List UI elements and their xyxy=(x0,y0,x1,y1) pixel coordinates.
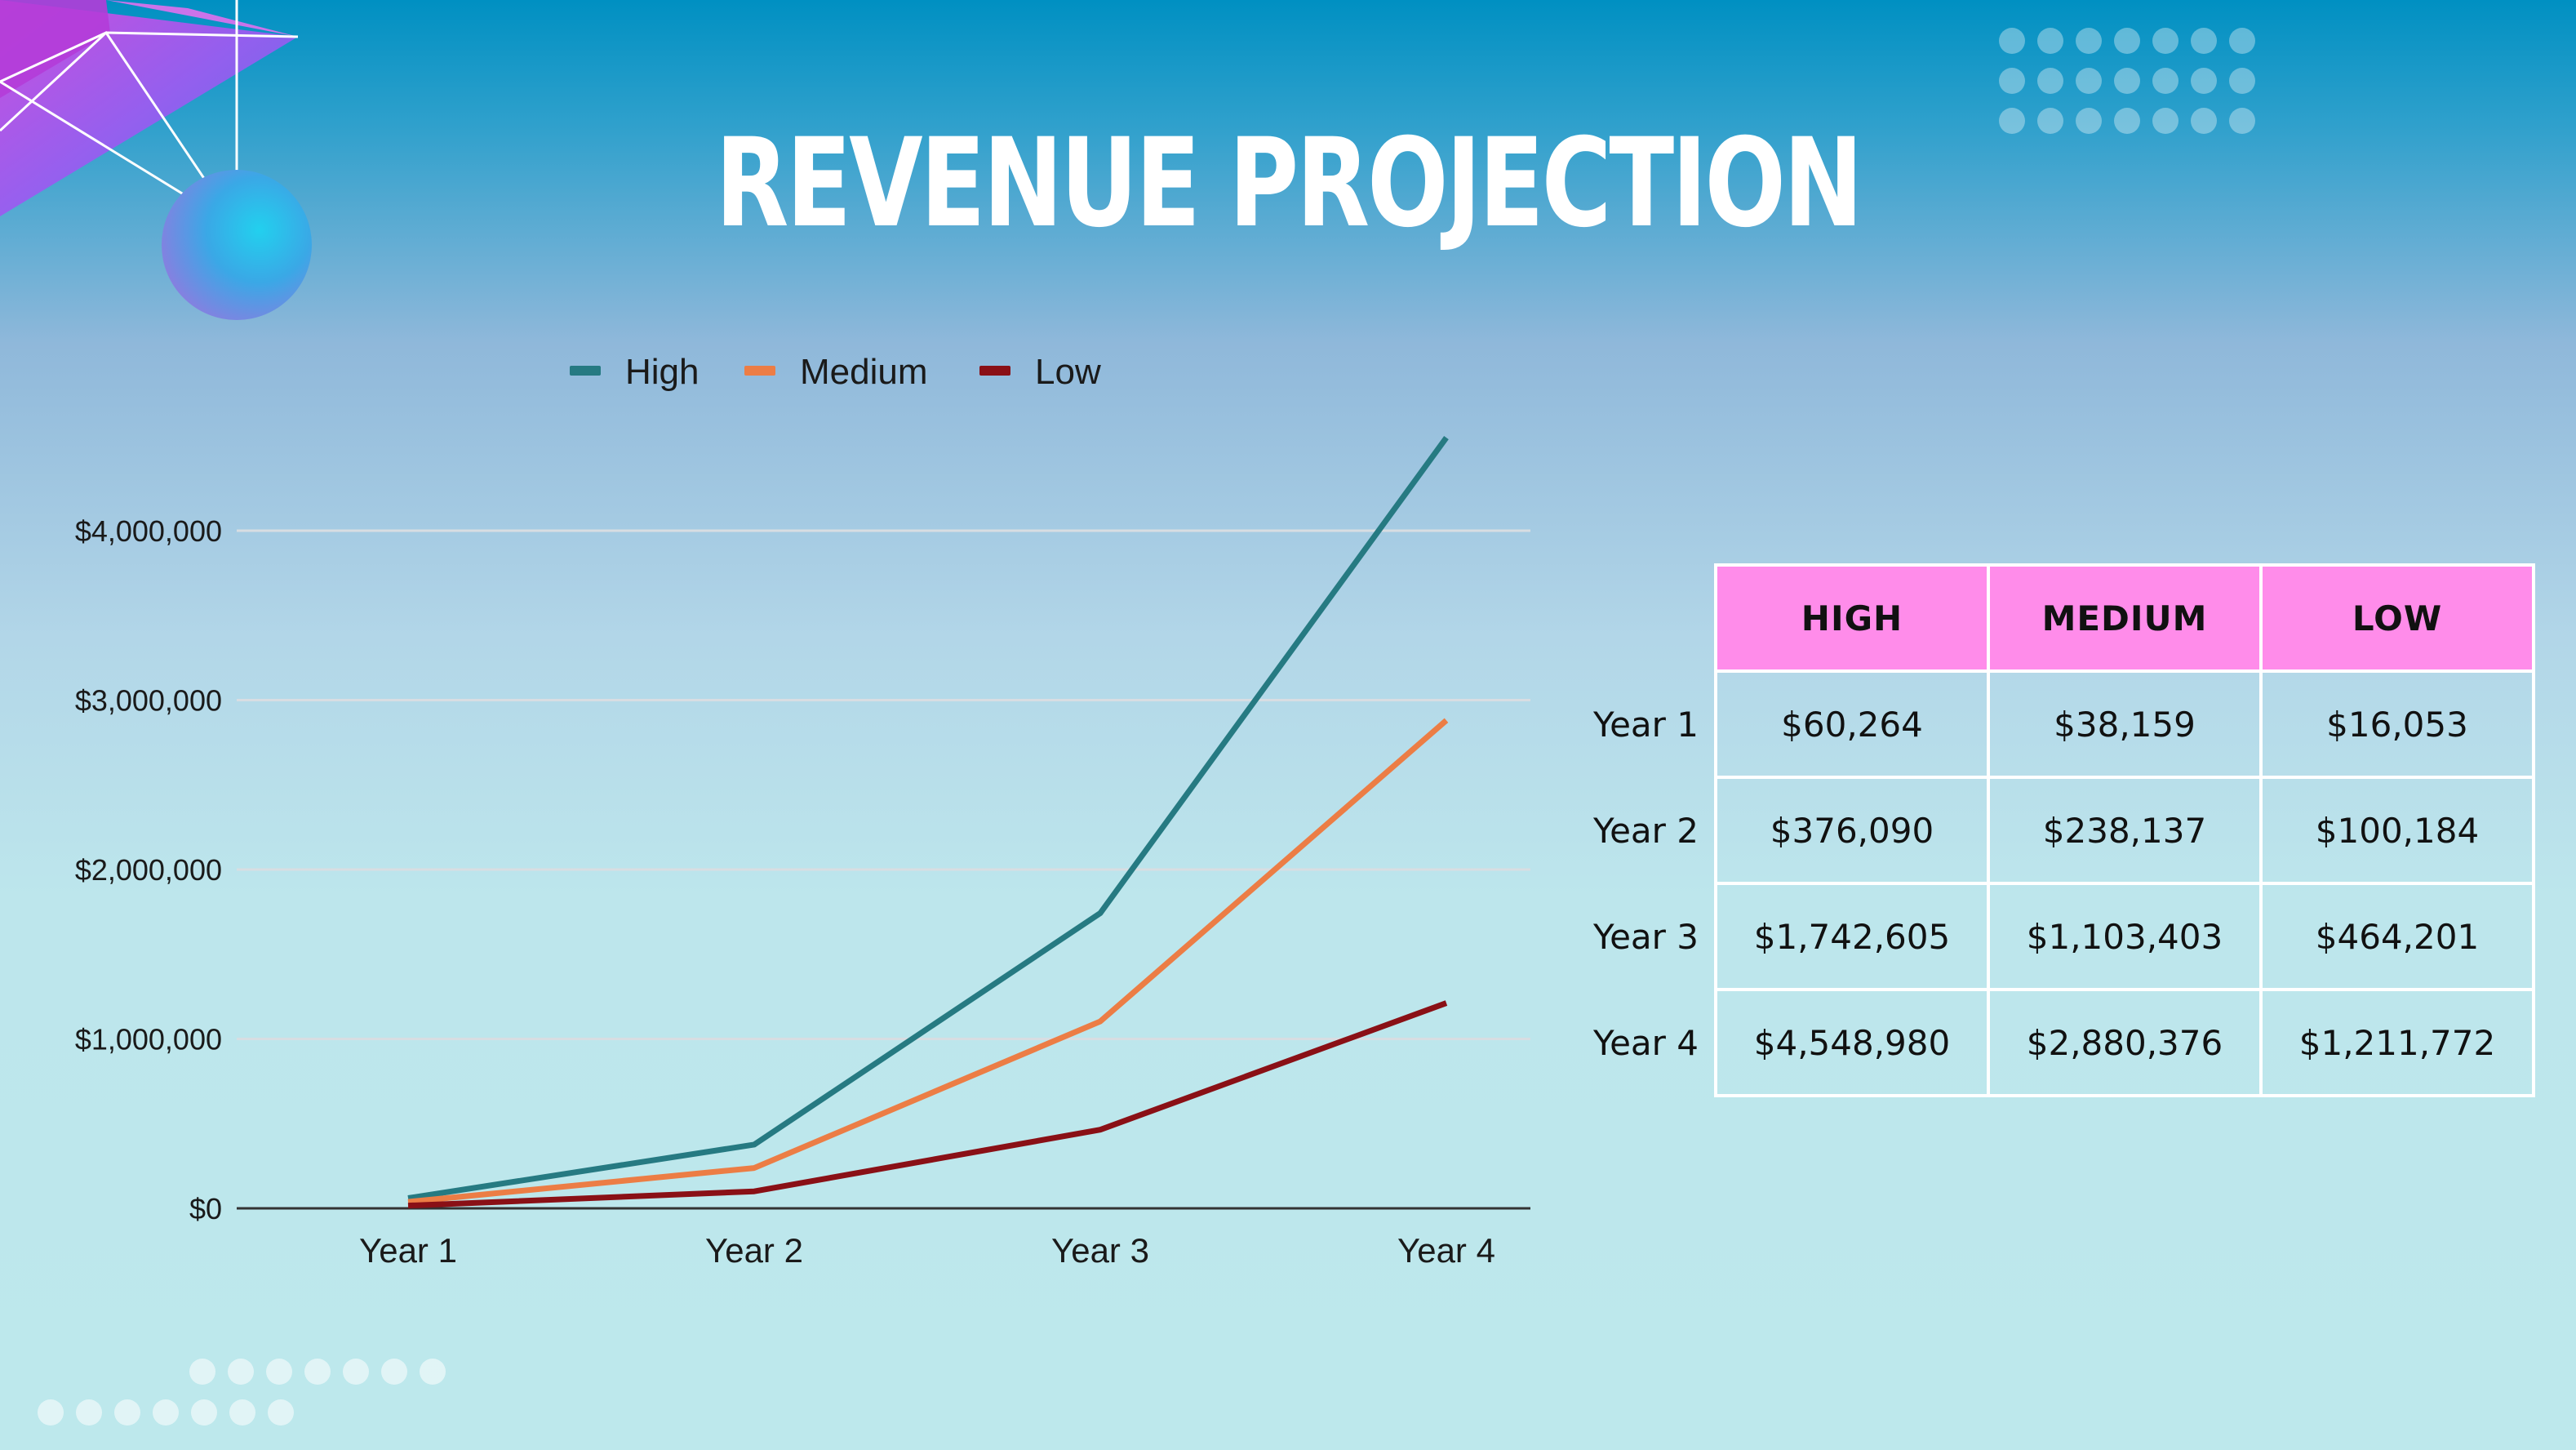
table-cell: $60,264 xyxy=(1714,669,1990,779)
chart-series-lines xyxy=(407,436,1449,1209)
table-cell: $238,137 xyxy=(1987,776,2263,885)
legend-label: Low xyxy=(1035,352,1101,392)
decor-dot xyxy=(114,1399,140,1426)
decor-dot xyxy=(1999,28,2025,54)
table-header-row: HIGH MEDIUM LOW xyxy=(1567,563,2535,673)
decor-dot xyxy=(381,1359,407,1385)
legend-swatch xyxy=(744,366,775,376)
revenue-line-chart: $0 $1,000,000 $2,000,000 $3,000,000 $4,000,0… xyxy=(75,352,1530,1270)
decor-dot xyxy=(1999,108,2025,134)
x-tick-label: Year 3 xyxy=(1051,1231,1149,1270)
chart-legend: High Medium Low xyxy=(570,352,1101,392)
table-cell: $1,211,772 xyxy=(2259,988,2535,1097)
y-tick-label: $1,000,000 xyxy=(75,1023,222,1056)
table-cell: $1,742,605 xyxy=(1714,882,1990,991)
decor-dot xyxy=(2114,68,2140,94)
decor-dot xyxy=(2037,28,2063,54)
column-header-medium: MEDIUM xyxy=(1987,563,2263,673)
decor-dot xyxy=(2191,68,2217,94)
decor-dot xyxy=(268,1399,294,1426)
table-cell: $1,103,403 xyxy=(1987,882,2263,991)
decor-dot xyxy=(2076,68,2102,94)
row-label: Year 4 xyxy=(1593,1022,1699,1063)
decor-dot xyxy=(228,1359,254,1385)
decor-dot xyxy=(2114,108,2140,134)
decor-dot xyxy=(2037,68,2063,94)
legend-swatch xyxy=(979,366,1010,376)
legend-label: High xyxy=(625,352,700,392)
table-cell: $464,201 xyxy=(2259,882,2535,991)
table-cell: $376,090 xyxy=(1714,776,1990,885)
decor-dot xyxy=(2076,28,2102,54)
row-label: Year 2 xyxy=(1593,810,1699,851)
decor-dot xyxy=(2037,108,2063,134)
legend-swatch xyxy=(570,366,601,376)
legend-label: Medium xyxy=(800,352,928,392)
decor-dot xyxy=(2191,28,2217,54)
sphere-ornament xyxy=(162,170,312,320)
series-line-medium xyxy=(407,718,1449,1205)
decor-dot xyxy=(2076,108,2102,134)
decor-dot xyxy=(1999,68,2025,94)
decor-dot xyxy=(76,1399,102,1426)
decor-dot xyxy=(2229,28,2255,54)
table-row: Year 2 $376,090 $238,137 $100,184 xyxy=(1567,776,2535,885)
table-cell: $100,184 xyxy=(2259,776,2535,885)
table-row: Year 1 $60,264 $38,159 $16,053 xyxy=(1567,669,2535,779)
decor-dot xyxy=(153,1399,179,1426)
y-tick-label: $4,000,000 xyxy=(75,514,222,548)
decor-dot xyxy=(420,1359,446,1385)
decor-dot xyxy=(304,1359,331,1385)
y-tick-label: $2,000,000 xyxy=(75,853,222,887)
dot-grid-bottom-left xyxy=(38,1359,446,1426)
decor-dot xyxy=(343,1359,369,1385)
decor-dot xyxy=(2152,68,2178,94)
table-cell: $16,053 xyxy=(2259,669,2535,779)
decor-dot xyxy=(38,1399,64,1426)
decor-dot xyxy=(189,1359,215,1385)
x-tick-label: Year 1 xyxy=(359,1231,457,1270)
decor-dot xyxy=(2191,108,2217,134)
revenue-table: HIGH MEDIUM LOW Year 1 $60,264 $38,159 $… xyxy=(1567,563,2535,1097)
page-title: REVENUE PROJECTION xyxy=(715,113,1863,255)
y-tick-label: $3,000,000 xyxy=(75,684,222,718)
decor-dot xyxy=(2229,68,2255,94)
decor-dot xyxy=(266,1359,292,1385)
series-line-high xyxy=(407,436,1449,1201)
table-cell: $2,880,376 xyxy=(1987,988,2263,1097)
x-tick-label: Year 4 xyxy=(1397,1231,1495,1270)
y-axis-labels: $0 $1,000,000 $2,000,000 $3,000,000 $4,000,0… xyxy=(75,514,222,1225)
decor-dot xyxy=(191,1399,217,1426)
table-row: Year 3 $1,742,605 $1,103,403 $464,201 xyxy=(1567,882,2535,991)
x-axis-labels: Year 1 Year 2 Year 3 Year 4 xyxy=(359,1231,1495,1270)
decor-dot xyxy=(2152,108,2178,134)
table-row: Year 4 $4,548,980 $2,880,376 $1,211,772 xyxy=(1567,988,2535,1097)
decor-dot xyxy=(2152,28,2178,54)
series-line-low xyxy=(407,1000,1448,1209)
table-cell: $38,159 xyxy=(1987,669,2263,779)
chart-gridlines xyxy=(237,529,1530,1210)
decor-dot xyxy=(229,1399,255,1426)
triangle-ornament xyxy=(0,0,299,231)
dot-grid-top-right xyxy=(1999,28,2255,134)
row-label: Year 3 xyxy=(1593,916,1699,957)
table-corner xyxy=(1567,565,1716,671)
row-label: Year 1 xyxy=(1593,704,1699,745)
table-cell: $4,548,980 xyxy=(1714,988,1990,1097)
x-tick-label: Year 2 xyxy=(705,1231,803,1270)
decor-dot xyxy=(2229,108,2255,134)
decor-dot xyxy=(2114,28,2140,54)
column-header-high: HIGH xyxy=(1714,563,1990,673)
column-header-low: LOW xyxy=(2259,563,2535,673)
y-tick-label: $0 xyxy=(189,1192,222,1225)
